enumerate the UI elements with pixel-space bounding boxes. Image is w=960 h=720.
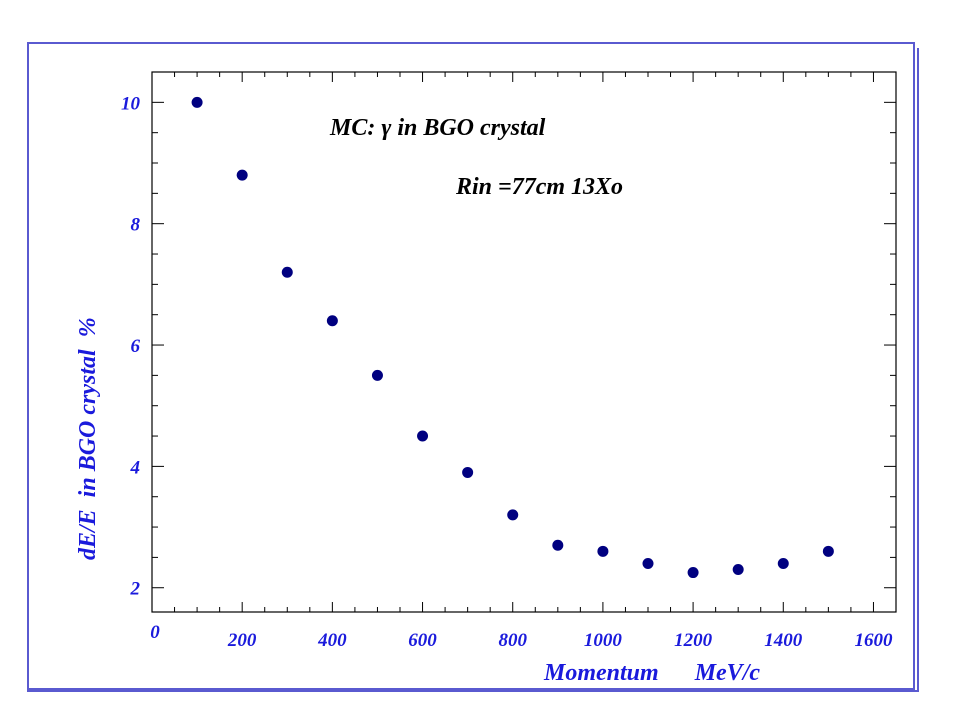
- annotation-line-2: Rin =77cm 13Xo: [455, 174, 623, 200]
- data-point: [777, 557, 789, 569]
- figure-frame: [27, 42, 915, 690]
- data-point: [642, 557, 654, 569]
- x-tick-labels: 0 200 400 600 800 1000 1200 1400 1600: [150, 622, 893, 651]
- data-point: [371, 369, 383, 381]
- x-axis-title: Momentum MeV/c: [543, 660, 760, 686]
- y-tick-label: 4: [130, 457, 141, 478]
- data-point: [281, 266, 293, 278]
- y-tick-label: 8: [131, 215, 141, 236]
- annotation-line-1: MC: γ in BGO crystal: [329, 115, 546, 141]
- x-tick-label: 1200: [674, 630, 713, 651]
- y-axis-title: dE/E in BGO crystal %: [75, 317, 101, 560]
- data-point: [462, 466, 474, 478]
- x-tick-label: 200: [227, 630, 257, 651]
- y-tick-label: 10: [121, 93, 141, 114]
- data-point: [552, 539, 564, 551]
- x-tick-label: 1400: [764, 630, 803, 651]
- figure-frame-shadow-bottom: [27, 690, 919, 692]
- plot-area: [151, 71, 897, 613]
- y-tick-labels: 2 4 6 8 10: [121, 93, 141, 599]
- x-tick-label: 600: [408, 630, 437, 651]
- data-point: [687, 567, 699, 579]
- data-point: [191, 96, 203, 108]
- data-point: [417, 430, 429, 442]
- x-tick-label: 800: [498, 630, 527, 651]
- y-tick-label: 2: [130, 579, 141, 600]
- x-tick-label: 0: [150, 622, 160, 643]
- data-point: [822, 545, 834, 557]
- x-tick-label: 400: [317, 630, 347, 651]
- data-points: [191, 96, 834, 579]
- y-tick-label: 6: [131, 336, 141, 357]
- x-tick-label: 1000: [584, 630, 623, 651]
- axis-ticks: [152, 72, 896, 612]
- data-point: [326, 315, 338, 327]
- data-point: [236, 169, 248, 181]
- data-point: [597, 545, 609, 557]
- x-tick-label: 1600: [854, 630, 893, 651]
- data-point: [507, 509, 519, 521]
- data-point: [732, 564, 744, 576]
- figure-frame-shadow-right: [917, 48, 919, 690]
